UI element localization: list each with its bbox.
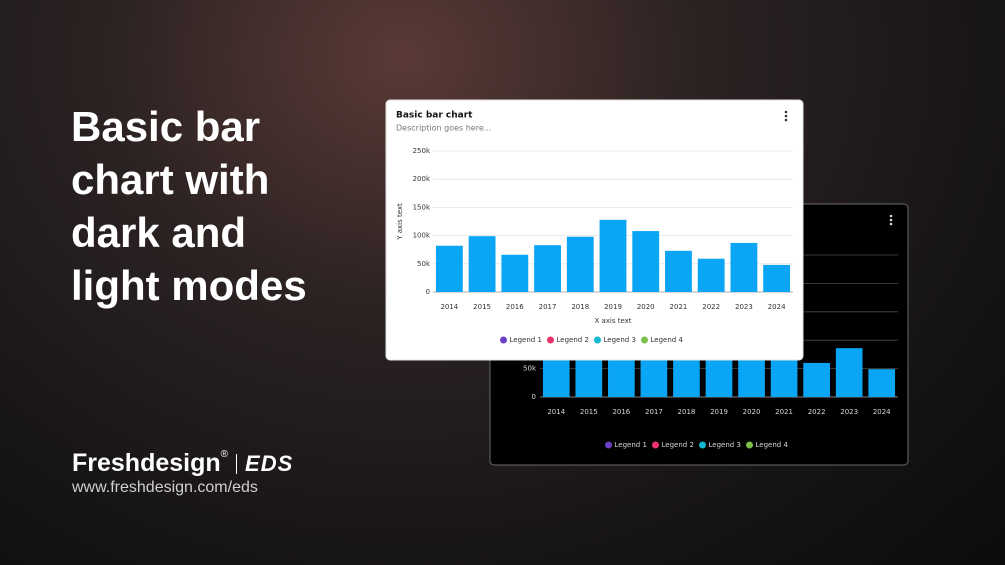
legend-label: Legend 2 (557, 336, 589, 344)
menu-dot (889, 222, 893, 226)
y-tick-label: 50k (523, 365, 537, 373)
bar (632, 231, 660, 292)
y-tick-label: 200k (413, 175, 431, 183)
chart-subtitle: Description goes here... (396, 124, 491, 133)
bar (770, 355, 798, 397)
brand-mark: ® (220, 449, 229, 460)
legend-swatch (699, 441, 706, 449)
legend-swatch (746, 441, 753, 449)
y-tick-label: 0 (532, 393, 536, 401)
legend-swatch (547, 336, 554, 344)
bar (665, 250, 692, 292)
brand: Freshdesign® EDS www.freshdesign.com/eds (72, 449, 293, 497)
x-tick-label: 2016 (506, 303, 524, 311)
bar (697, 258, 725, 292)
legend-label: Legend 4 (651, 336, 684, 344)
x-tick-label: 2019 (710, 408, 728, 416)
bar (868, 369, 896, 397)
x-tick-label: 2024 (873, 408, 891, 416)
y-axis-label: Y axis text (396, 203, 404, 241)
card (385, 99, 804, 361)
bar (608, 359, 635, 397)
bar (763, 264, 791, 292)
legend-swatch (594, 336, 601, 344)
x-tick-label: 2015 (473, 303, 491, 311)
chart-title: Basic bar chart (396, 111, 473, 121)
menu-dot (784, 118, 788, 122)
menu-dot (784, 110, 788, 114)
x-tick-label: 2020 (743, 408, 761, 416)
bar (566, 236, 594, 292)
bar (803, 362, 830, 397)
bar (730, 242, 758, 292)
menu-dot (889, 214, 893, 218)
bar (599, 219, 627, 292)
bar (534, 245, 561, 292)
x-tick-label: 2016 (612, 408, 630, 416)
x-tick-label: 2024 (768, 303, 786, 311)
brand-name: Freshdesign (72, 449, 221, 477)
x-tick-label: 2017 (539, 303, 557, 311)
x-tick-label: 2018 (678, 408, 696, 416)
headline: Basic bar chart with dark and light mode… (71, 103, 307, 309)
x-tick-label: 2020 (637, 303, 655, 311)
bar (435, 245, 463, 292)
x-tick-label: 2015 (580, 408, 598, 416)
brand-url: www.freshdesign.com/eds (72, 479, 258, 496)
legend-label: Legend 1 (615, 441, 647, 449)
x-tick-label: 2023 (840, 408, 858, 416)
x-tick-label: 2021 (670, 303, 688, 311)
menu-dot (784, 114, 788, 118)
legend-label: Legend 2 (662, 441, 694, 449)
menu-dot (889, 218, 893, 222)
legend-swatch (605, 441, 612, 449)
legend-swatch (500, 336, 507, 344)
y-tick-label: 250k (413, 147, 431, 155)
y-tick-label: 150k (413, 203, 431, 211)
x-tick-label: 2017 (645, 408, 663, 416)
x-tick-label: 2014 (440, 303, 458, 311)
legend-swatch (641, 336, 648, 344)
bar (501, 254, 529, 292)
y-tick-label: 100k (413, 232, 431, 240)
x-tick-label: 2021 (775, 408, 793, 416)
x-tick-label: 2014 (547, 408, 565, 416)
x-tick-label: 2022 (808, 408, 826, 416)
bar (835, 348, 863, 397)
x-tick-label: 2018 (571, 303, 589, 311)
bar (468, 236, 496, 292)
legend-label: Legend 3 (709, 441, 741, 449)
x-tick-label: 2023 (735, 303, 753, 311)
y-tick-label: 0 (426, 288, 430, 296)
separator (236, 454, 238, 474)
x-tick-label: 2022 (702, 303, 720, 311)
legend-swatch (652, 441, 659, 449)
x-tick-label: 2019 (604, 303, 622, 311)
legend-label: Legend 1 (510, 336, 542, 344)
y-tick-label: 50k (417, 260, 431, 268)
legend-label: Legend 4 (756, 441, 789, 449)
legend-label: Legend 3 (604, 336, 636, 344)
brand-logo: EDS (245, 451, 294, 476)
x-axis-label: X axis text (594, 317, 631, 325)
